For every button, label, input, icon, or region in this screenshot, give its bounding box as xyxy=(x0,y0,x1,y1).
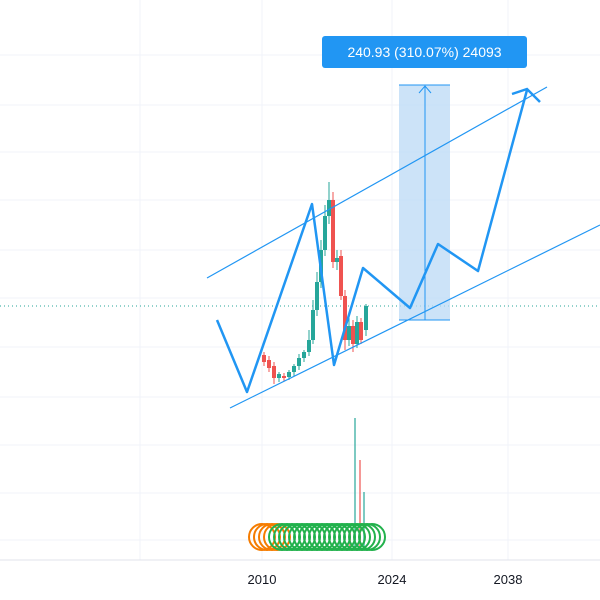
candle-body xyxy=(351,326,355,344)
measure-label-box xyxy=(322,36,527,68)
projection-path xyxy=(215,89,529,394)
candle-body xyxy=(292,366,296,372)
candle-body xyxy=(343,296,347,340)
candle-body xyxy=(287,372,291,377)
candle-body xyxy=(347,326,351,340)
candle-body xyxy=(327,200,331,216)
x-tick-label: 2010 xyxy=(248,572,277,587)
candle-body xyxy=(355,322,359,344)
candle-body xyxy=(302,352,306,358)
candle-body xyxy=(277,374,281,378)
candle-body xyxy=(297,358,301,366)
candle-body xyxy=(307,340,311,352)
event-markers xyxy=(248,523,386,551)
candle-body xyxy=(315,282,319,310)
channel-upper xyxy=(206,86,548,279)
candle-body xyxy=(359,322,363,340)
candle-body xyxy=(335,258,339,262)
x-tick-label: 2038 xyxy=(494,572,523,587)
candle-body xyxy=(364,306,368,330)
candle-body xyxy=(323,216,327,250)
volume-bar xyxy=(359,460,361,550)
grid xyxy=(0,0,600,560)
volume-bar xyxy=(354,418,356,550)
candle-body xyxy=(331,200,335,262)
channel-lower xyxy=(229,224,600,409)
candle-body xyxy=(262,355,266,362)
measure-arrowhead xyxy=(418,85,432,94)
candles xyxy=(262,182,368,384)
candle-body xyxy=(339,256,343,296)
volume-bar xyxy=(363,492,365,550)
candle-body xyxy=(282,376,286,378)
event-marker xyxy=(358,523,386,551)
x-tick-label: 2024 xyxy=(378,572,407,587)
candle-body xyxy=(311,310,315,340)
projection-arrowhead xyxy=(511,87,541,103)
candle-body xyxy=(272,366,276,378)
candle-body xyxy=(267,360,271,368)
measure-label: 240.93 (310.07%) 24093 xyxy=(347,44,501,60)
